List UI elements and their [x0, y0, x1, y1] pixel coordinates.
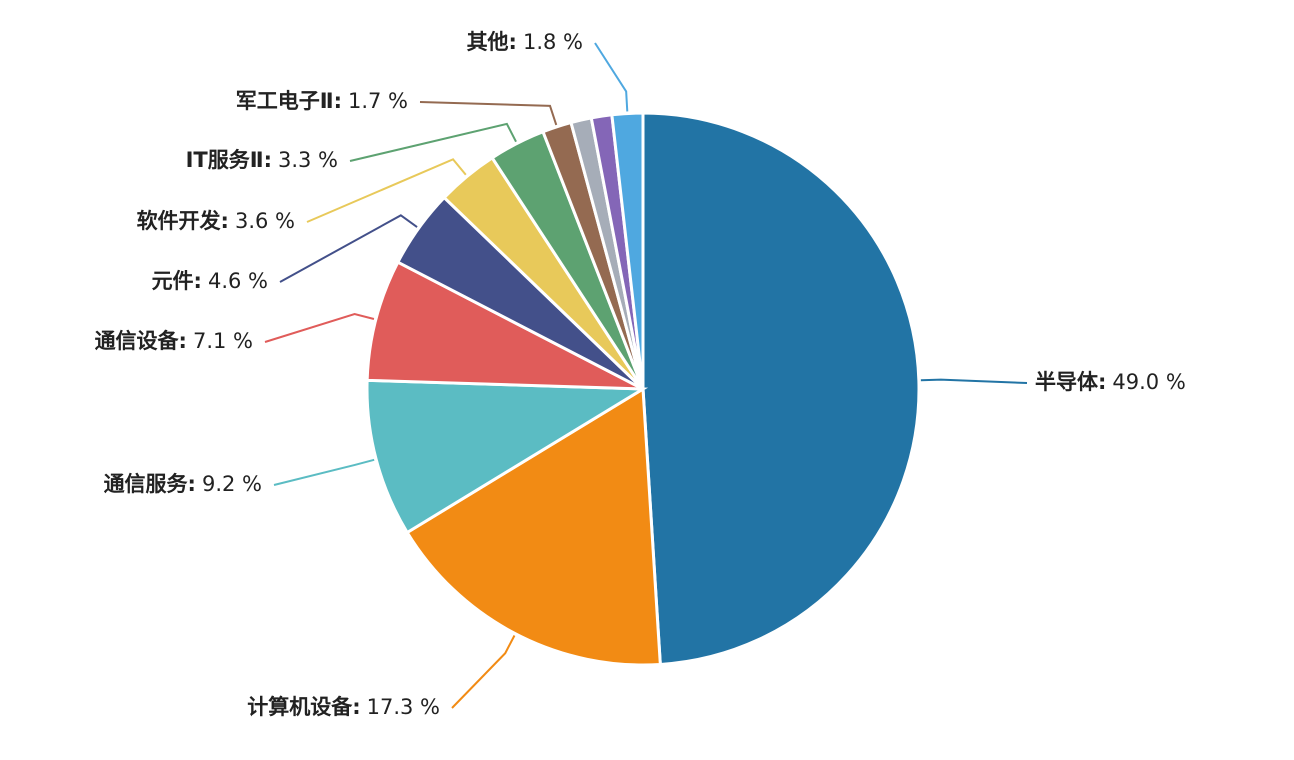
data-label: 软件开发: 3.6 % [137, 209, 295, 233]
leader-line [451, 635, 516, 709]
category-label: 其他: [467, 30, 517, 54]
data-label: 通信服务: 9.2 % [104, 472, 262, 496]
value-label: 9.2 % [202, 472, 262, 496]
data-label: 军工电子Ⅱ: 1.7 % [236, 89, 408, 113]
leader-line [279, 214, 418, 283]
category-label: 软件开发: [137, 209, 229, 233]
value-label: 1.7 % [348, 89, 408, 113]
data-label: 元件: 4.6 % [152, 269, 268, 293]
leader-line [419, 101, 558, 126]
data-label: 半导体: 49.0 % [1035, 370, 1186, 394]
pie-slice [365, 378, 649, 535]
data-label: 其他: 1.8 % [467, 30, 583, 54]
pie-slice [610, 111, 645, 390]
leader-line [306, 158, 467, 223]
pie-slice [641, 111, 921, 667]
data-label: IT服务Ⅱ: 3.3 % [186, 148, 338, 172]
leader-line [264, 312, 375, 343]
leader-line [349, 122, 517, 162]
leader-line [594, 42, 629, 112]
leader-line [273, 458, 375, 486]
value-label: 3.3 % [278, 148, 338, 172]
value-label: 3.6 % [235, 209, 295, 233]
category-label: 半导体: [1035, 370, 1106, 394]
value-label: 1.8 % [523, 30, 583, 54]
value-label: 17.3 % [367, 695, 440, 719]
category-label: IT服务Ⅱ: [186, 148, 272, 172]
category-label: 军工电子Ⅱ: [236, 89, 342, 113]
category-label: 通信服务: [104, 472, 196, 496]
value-label: 49.0 % [1112, 370, 1185, 394]
pie-slice [405, 386, 662, 667]
data-label: 计算机设备: 17.3 % [247, 695, 440, 719]
category-label: 通信设备: [95, 329, 187, 353]
category-label: 计算机设备: [247, 695, 360, 719]
category-label: 元件: [152, 269, 202, 293]
value-label: 4.6 % [208, 269, 268, 293]
pie-slice [365, 260, 644, 391]
data-label: 通信设备: 7.1 % [95, 329, 253, 353]
value-label: 7.1 % [193, 329, 253, 353]
leader-line [920, 378, 1028, 384]
